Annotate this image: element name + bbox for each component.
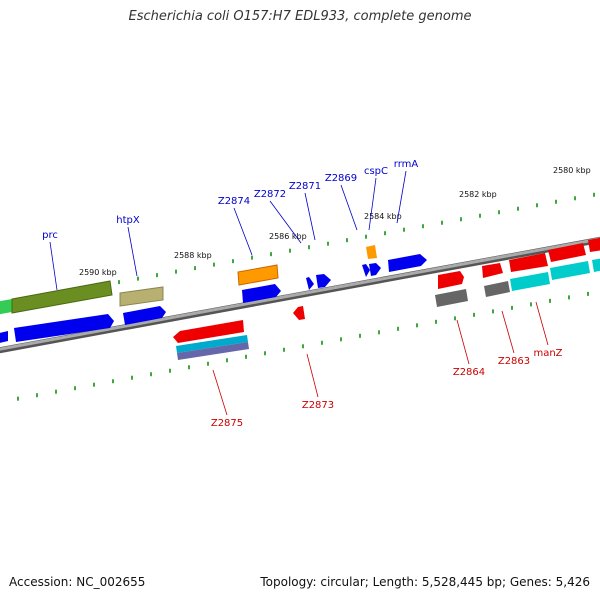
gene-label: Z2875 [211,418,243,429]
ruler-label: 2580 kbp [553,166,591,175]
gene-label: Z2873 [302,400,334,411]
gene-label: rrmA [394,159,419,170]
gene-label: Z2863 [498,356,530,367]
ruler-label: 2588 kbp [174,251,212,260]
feature-block [438,271,464,289]
leader-line [127,226,138,277]
feature-block [510,272,550,291]
leader-line [456,319,470,365]
leader-line [269,200,302,244]
feature-block [550,261,590,280]
feature-block [592,258,600,272]
feature-block [177,342,249,360]
feature-block [306,277,314,290]
gene-label: cspC [364,166,388,177]
ruler-label: 2584 kbp [364,212,402,221]
feature-block [237,264,279,286]
leader-line [212,369,228,416]
gene-label: Z2864 [453,367,485,378]
feature-block [484,281,510,297]
feature-block [0,331,8,343]
gene-label: manZ [533,348,562,359]
feature-block [293,306,305,320]
feature-block [369,263,381,276]
leader-line [306,353,319,398]
feature-block [316,274,331,288]
feature-block [435,289,468,307]
gene-label: htpX [116,215,140,226]
forward-features [0,237,600,343]
gene-label: Z2872 [254,189,286,200]
leader-line [49,241,58,291]
leader-line [233,207,253,256]
feature-block [176,335,248,353]
gene-label: Z2871 [289,181,321,192]
leader-line [396,170,407,224]
feature-block [362,264,370,277]
genome-stats: Topology: circular; Length: 5,528,445 bp… [260,575,590,589]
feature-block [242,284,281,303]
genome-backbone [0,236,600,354]
feature-block [588,237,600,252]
feature-block [0,299,12,315]
leader-line [535,301,549,346]
ruler-labels: 2580 kbp 2582 kbp 2584 kbp 2586 kbp 2588… [79,166,591,277]
feature-block [123,306,166,325]
feature-block [14,314,114,342]
gene-label: prc [42,230,58,241]
gene-label: Z2874 [218,196,250,207]
ruler-label: 2582 kbp [459,190,497,199]
feature-block [119,286,164,307]
leader-line [368,177,377,231]
feature-block [173,320,244,343]
ruler-label: 2590 kbp [79,268,117,277]
ruler-label: 2586 kbp [269,232,307,241]
map-title: Escherichia coli O157:H7 EDL933, complet… [128,9,472,24]
feature-block [509,253,548,272]
feature-block [482,263,503,278]
feature-block [388,254,427,272]
leader-line [501,310,515,354]
leader-line [340,184,358,231]
feature-block [366,245,377,259]
gene-label: Z2869 [325,173,357,184]
leader-line [304,192,316,241]
reverse-features [173,306,305,360]
accession-label: Accession: NC_002655 [9,575,146,589]
feature-block [548,243,586,262]
feature-block [11,280,113,314]
